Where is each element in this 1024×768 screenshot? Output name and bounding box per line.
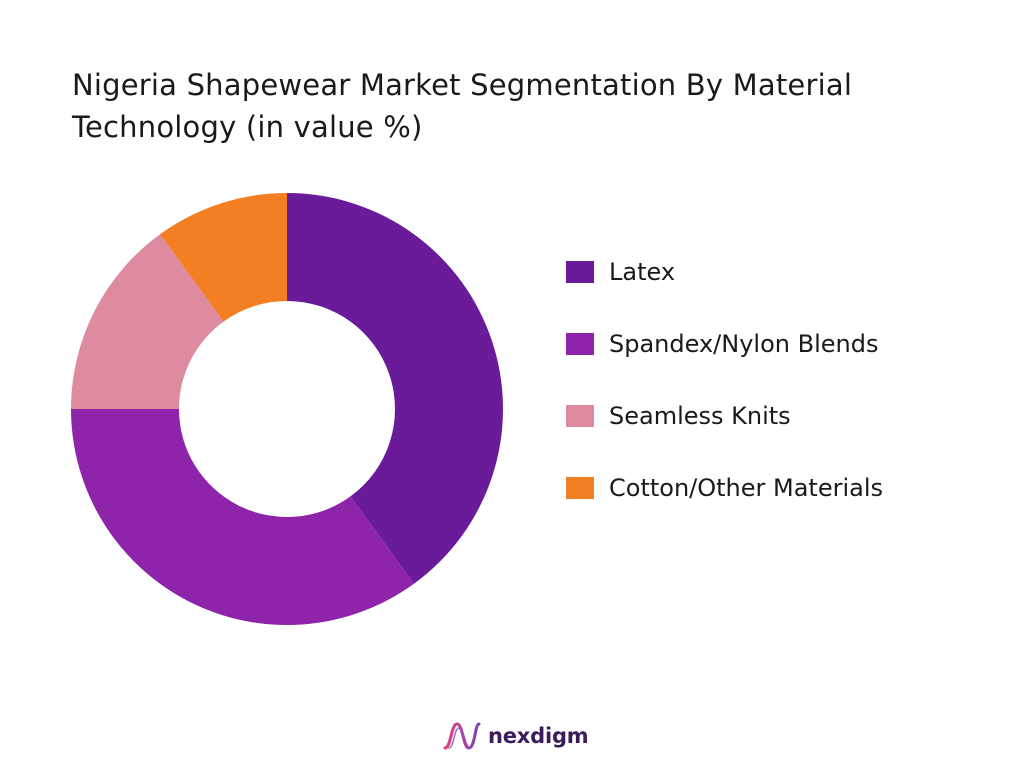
donut-slices [71, 193, 503, 625]
legend-swatch [566, 333, 594, 355]
slice-cotton-other-materials [160, 193, 287, 322]
brand-logo: nexdigm [442, 720, 589, 752]
chart-legend: Latex Spandex/Nylon Blends Seamless Knits C… [566, 254, 883, 506]
brand-name: nexdigm [488, 724, 589, 748]
slice-spandex-nylon-blends [71, 409, 414, 625]
legend-label: Latex [609, 258, 676, 286]
slice-latex [287, 193, 503, 584]
legend-swatch [566, 261, 594, 283]
legend-item-seamless-knits: Seamless Knits [566, 398, 883, 434]
legend-swatch [566, 405, 594, 427]
legend-item-cotton-other-materials: Cotton/Other Materials [566, 470, 883, 506]
legend-label: Cotton/Other Materials [609, 474, 884, 502]
legend-label: Seamless Knits [609, 402, 791, 430]
legend-label: Spandex/Nylon Blends [609, 330, 879, 358]
legend-item-latex: Latex [566, 254, 883, 290]
chart-title: Nigeria Shapewear Market Segmentation By… [72, 68, 853, 144]
legend-swatch [566, 477, 594, 499]
legend-item-spandex-nylon-blends: Spandex/Nylon Blends [566, 326, 883, 362]
slice-seamless-knits [71, 234, 224, 409]
nexdigm-wave-icon [443, 722, 481, 750]
